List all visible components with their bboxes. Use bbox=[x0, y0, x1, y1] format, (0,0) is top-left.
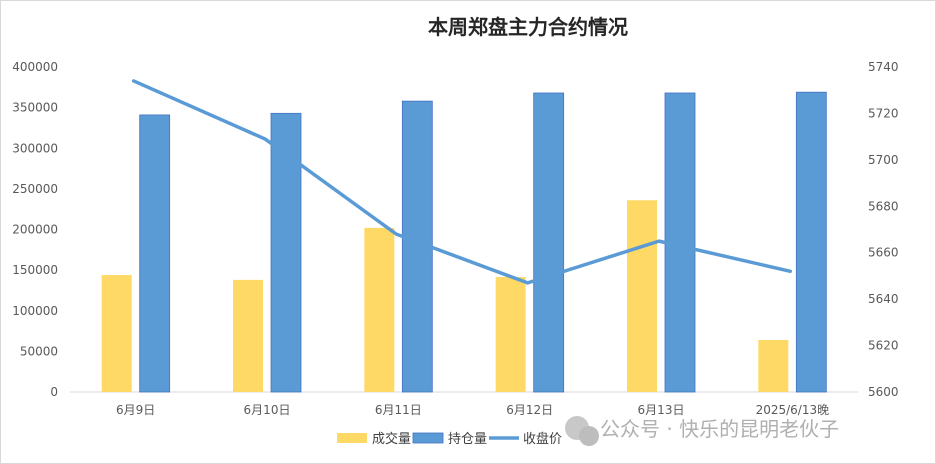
bars bbox=[101, 91, 827, 393]
left-tick-label: 350000 bbox=[12, 101, 58, 115]
left-tick-label: 0 bbox=[50, 385, 58, 399]
left-tick-label: 200000 bbox=[12, 223, 58, 237]
right-axis: 5600 5620 5640 5660 5680 5700 5720 5740 bbox=[868, 60, 899, 399]
bar-成交量 bbox=[101, 275, 132, 392]
left-tick-label: 250000 bbox=[12, 182, 58, 196]
left-axis: 0 50000 100000 150000 200000 250000 300000 3500… bbox=[12, 60, 58, 399]
x-axis-ticks: 6月9日 6月10日 6月11日 6月12日 6月13日 2025/6/13晚 bbox=[116, 403, 829, 417]
bar-成交量 bbox=[364, 227, 395, 392]
right-tick-label: 5640 bbox=[868, 292, 899, 306]
x-tick-label: 6月11日 bbox=[375, 403, 422, 417]
bar-持仓量 bbox=[139, 114, 171, 393]
bar-成交量 bbox=[758, 340, 789, 392]
left-tick-label: 50000 bbox=[20, 344, 58, 358]
right-tick-label: 5700 bbox=[868, 153, 899, 167]
left-tick-label: 150000 bbox=[12, 263, 58, 277]
watermark-text: 公众号 · 快乐的昆明老伙子 bbox=[600, 417, 839, 441]
x-tick-label: 6月10日 bbox=[244, 403, 291, 417]
right-tick-label: 5740 bbox=[868, 60, 899, 74]
x-tick-label: 6月12日 bbox=[506, 403, 553, 417]
legend-label-持仓量: 持仓量 bbox=[448, 432, 487, 447]
legend-label-成交量: 成交量 bbox=[372, 431, 411, 447]
chart-title: 本周郑盘主力合约情况 bbox=[428, 15, 628, 39]
bar-持仓量 bbox=[795, 91, 827, 393]
bar-成交量 bbox=[233, 279, 263, 392]
bar-持仓量 bbox=[533, 92, 565, 393]
x-tick-label: 6月13日 bbox=[638, 403, 685, 417]
left-tick-label: 100000 bbox=[12, 304, 58, 318]
legend: 成交量 持仓量 收盘价 bbox=[337, 431, 562, 447]
right-tick-label: 5600 bbox=[868, 385, 899, 399]
legend-swatch-持仓量 bbox=[412, 432, 444, 444]
right-tick-label: 5720 bbox=[868, 106, 899, 120]
x-tick-label: 6月9日 bbox=[116, 403, 155, 417]
legend-label-收盘价: 收盘价 bbox=[523, 431, 562, 447]
left-tick-label: 300000 bbox=[12, 141, 58, 155]
legend-swatch-成交量 bbox=[337, 433, 367, 443]
right-tick-label: 5660 bbox=[868, 246, 899, 260]
left-tick-label: 400000 bbox=[12, 60, 58, 74]
bar-成交量 bbox=[495, 277, 526, 392]
x-tick-label: 2025/6/13晚 bbox=[756, 403, 830, 417]
bar-成交量 bbox=[627, 200, 657, 392]
right-tick-label: 5620 bbox=[868, 339, 899, 353]
right-tick-label: 5680 bbox=[868, 199, 899, 213]
series-line-收盘价 bbox=[131, 79, 793, 285]
watermark: 公众号 · 快乐的昆明老伙子 bbox=[565, 416, 839, 446]
